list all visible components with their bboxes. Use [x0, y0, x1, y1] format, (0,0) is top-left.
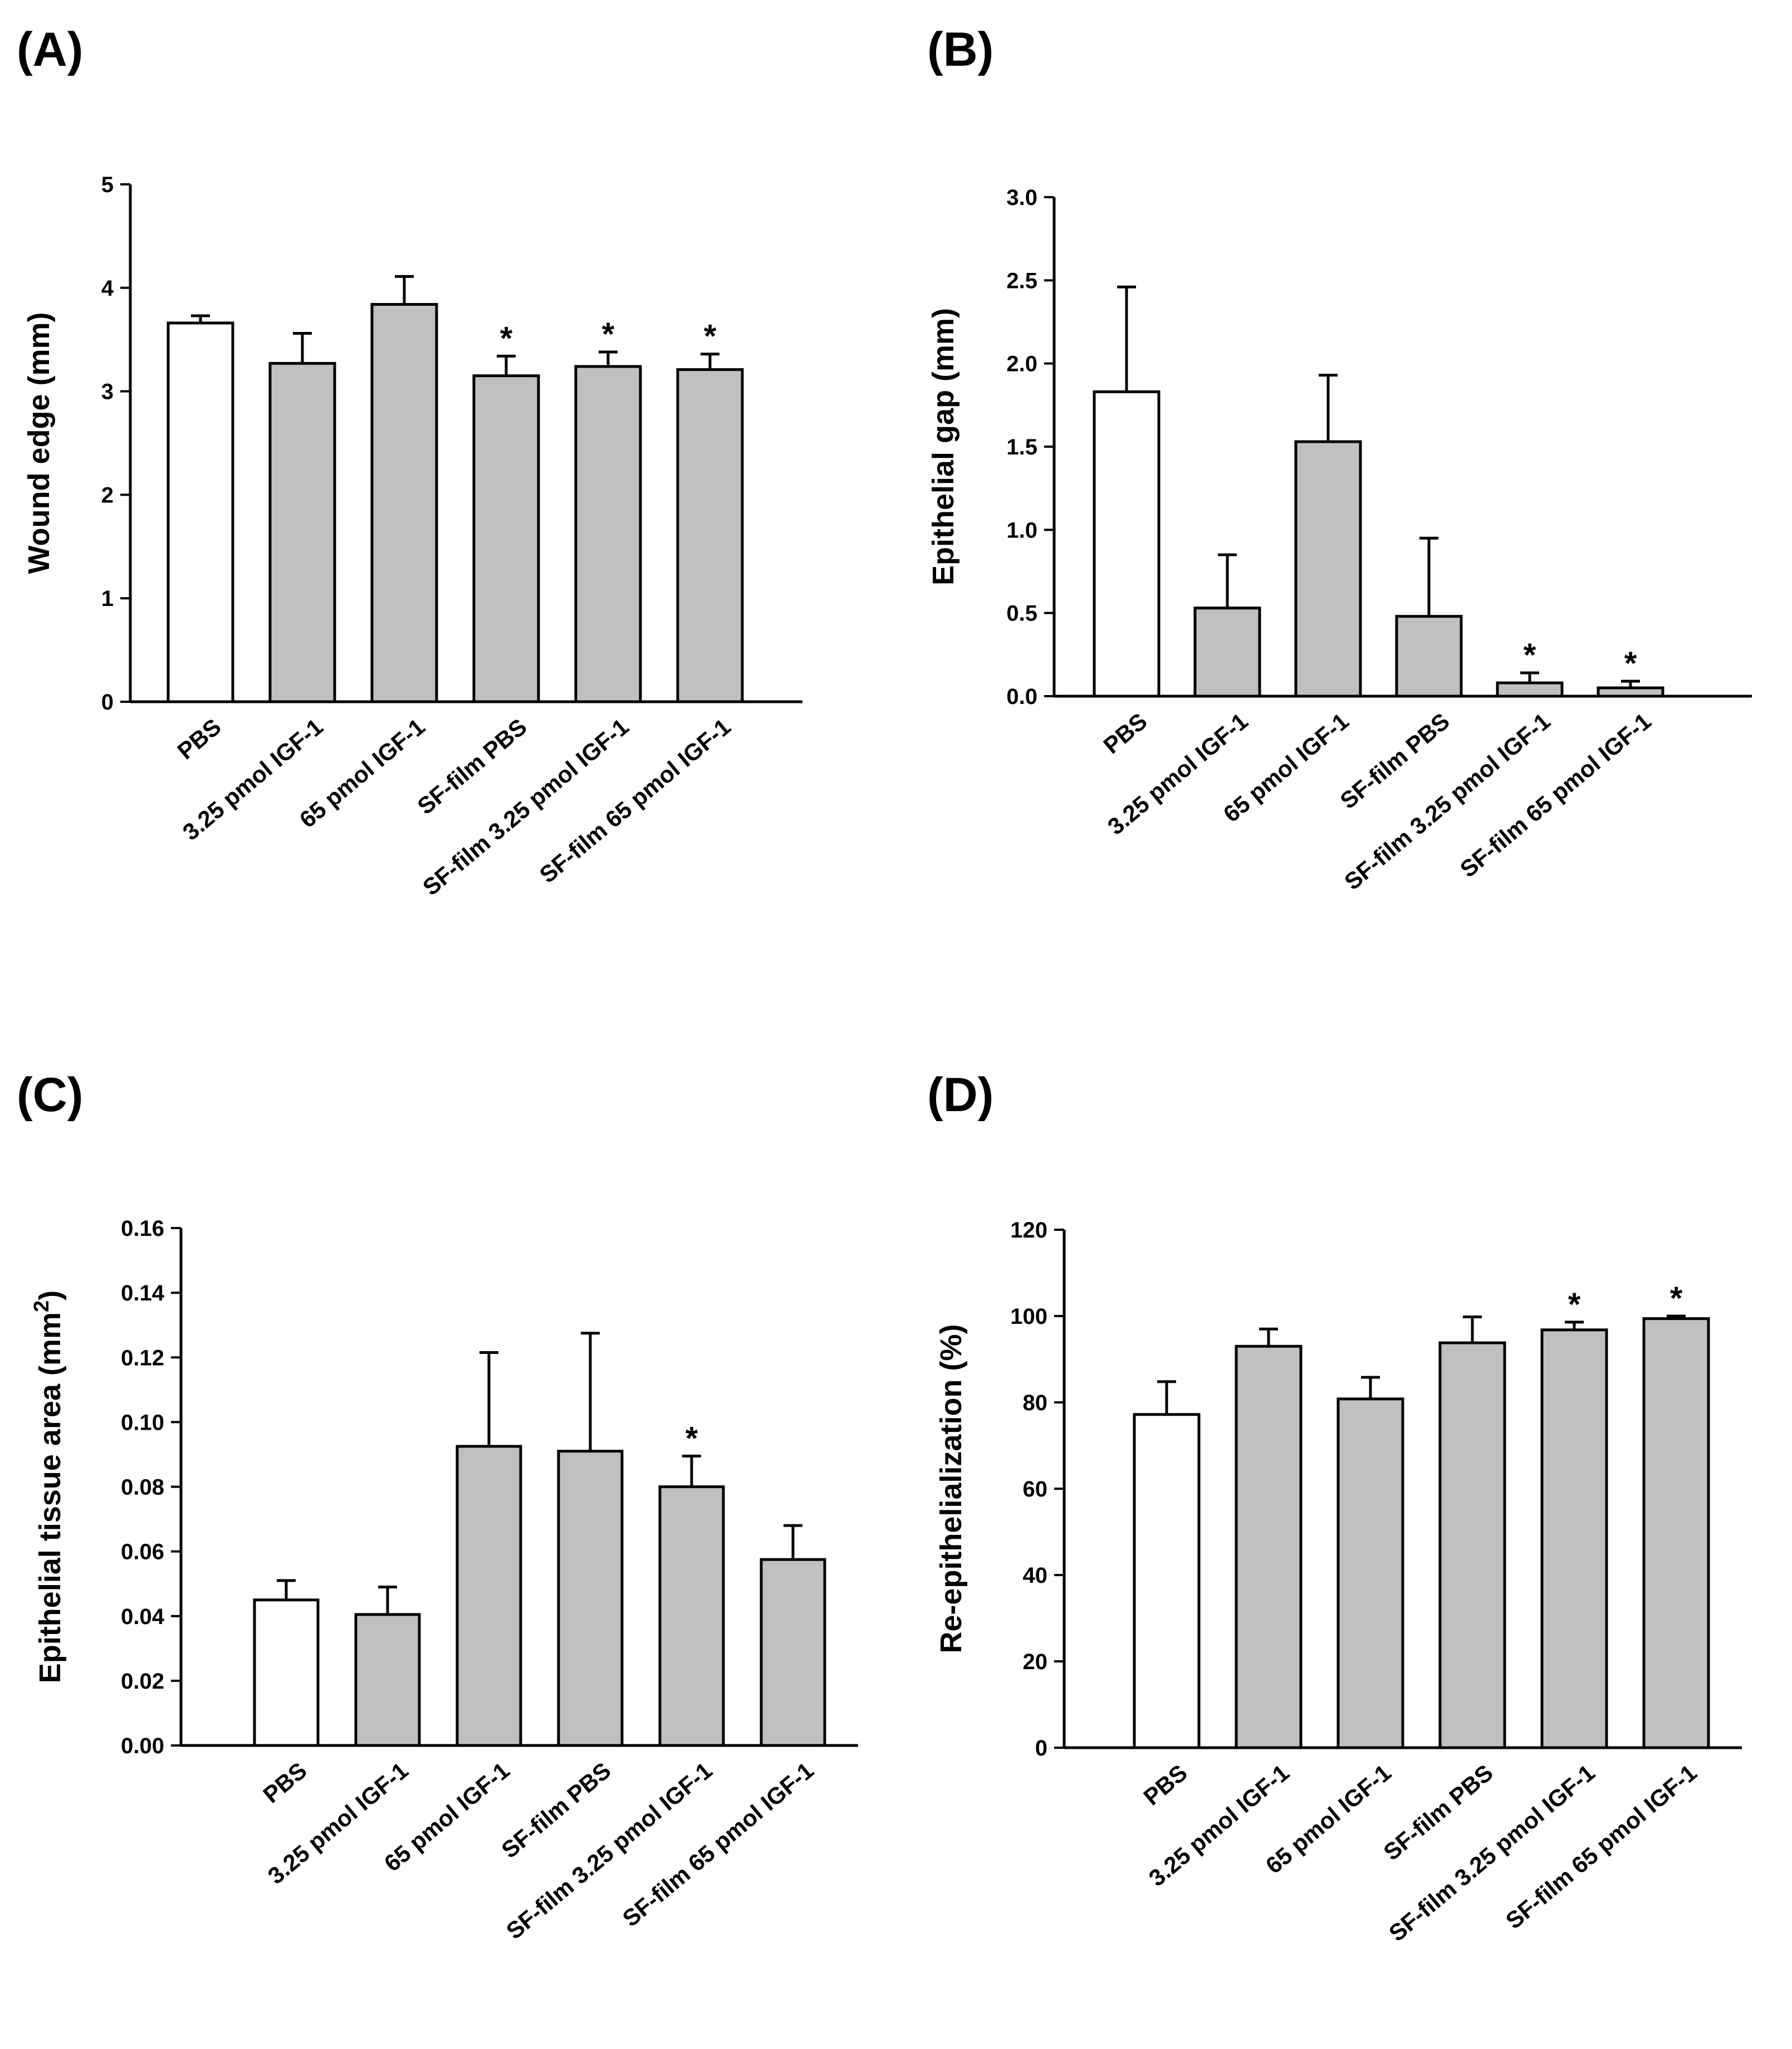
y-tick-label: 0.14 — [121, 1281, 165, 1305]
y-tick-label: 4 — [101, 276, 114, 301]
panel-label: (C) — [17, 1068, 83, 1122]
y-tick-label: 60 — [1023, 1477, 1048, 1502]
y-tick-label: 3 — [101, 380, 114, 404]
x-tick-label: SF-film 65 pmol IGF-1 — [1455, 708, 1656, 883]
bar-2 — [354, 1613, 421, 1747]
bar-2 — [1193, 607, 1261, 698]
x-tick-label: PBS — [1138, 1759, 1192, 1811]
x-tick-label: SF-film 65 pmol IGF-1 — [1501, 1759, 1702, 1934]
y-tick-label: 80 — [1023, 1391, 1048, 1415]
y-tick-label: 0.08 — [121, 1475, 164, 1500]
bar-4 — [472, 374, 540, 703]
y-tick-label: 2.5 — [1006, 268, 1037, 293]
x-tick-label: SF-film 3.25 pmol IGF-1 — [1384, 1759, 1600, 1947]
bar-3 — [1294, 440, 1362, 698]
y-tick-label: 1.0 — [1006, 518, 1037, 542]
significance-mark: * — [686, 1420, 698, 1456]
bar-6 — [760, 1558, 826, 1747]
bar-5 — [1496, 681, 1564, 698]
bar-3 — [370, 303, 438, 703]
significance-mark: * — [1624, 645, 1637, 682]
significance-mark: * — [1524, 637, 1536, 673]
x-tick-label: PBS — [172, 713, 226, 765]
bar-1 — [253, 1598, 320, 1747]
x-tick-label: PBS — [1098, 708, 1152, 759]
bar-5 — [574, 365, 642, 703]
significance-mark: * — [1670, 1280, 1683, 1317]
y-tick-label: 0 — [101, 690, 114, 715]
y-axis-title: Epithelial tissue area (mm2) — [30, 1290, 67, 1683]
bar-3 — [456, 1445, 522, 1747]
bar-1 — [1133, 1413, 1201, 1749]
y-tick-label: 2.0 — [1006, 352, 1037, 376]
y-tick-label: 1 — [101, 586, 114, 611]
y-axis-title: Epithelial gap (mm) — [927, 308, 960, 585]
significance-mark: * — [602, 316, 615, 353]
x-tick-label: SF-film 65 pmol IGF-1 — [535, 713, 736, 888]
x-tick-label: SF-film 3.25 pmol IGF-1 — [418, 713, 634, 901]
y-axis-title: Re-epithelialization (%) — [934, 1324, 968, 1653]
y-tick-label: 0.00 — [121, 1734, 164, 1758]
y-tick-label: 0 — [1035, 1736, 1047, 1761]
bar-1 — [1093, 390, 1161, 698]
y-tick-label: 0.04 — [121, 1605, 165, 1629]
significance-mark: * — [1568, 1287, 1581, 1323]
y-tick-label: 1.5 — [1006, 435, 1037, 459]
panel-label: (A) — [17, 23, 83, 76]
y-tick-label: 0.12 — [121, 1346, 164, 1370]
y-tick-label: 0.16 — [121, 1216, 164, 1241]
y-tick-label: 20 — [1023, 1650, 1048, 1674]
y-tick-label: 3.0 — [1006, 185, 1037, 210]
y-tick-label: 0.06 — [121, 1540, 164, 1564]
y-tick-label: 0.10 — [121, 1410, 164, 1435]
y-tick-label: 0.02 — [121, 1669, 164, 1694]
bar-4 — [1438, 1341, 1506, 1749]
x-tick-label: SF-film 3.25 pmol IGF-1 — [501, 1757, 717, 1944]
y-tick-label: 5 — [101, 173, 114, 197]
chart-panel-c: (C) Epithelial tissue area (mm2) 0.00 0.02 0… — [17, 1068, 858, 1944]
x-tick-label: PBS — [258, 1757, 311, 1808]
x-tick-label: SF-film 3.25 pmol IGF-1 — [1339, 708, 1555, 895]
bar-1 — [167, 321, 234, 703]
bar-5 — [1540, 1328, 1608, 1749]
bar-3 — [1336, 1397, 1404, 1749]
panel-label: (B) — [927, 23, 993, 76]
y-tick-label: 2 — [101, 483, 114, 507]
bar-2 — [1235, 1344, 1303, 1749]
y-tick-label: 120 — [1010, 1218, 1047, 1243]
significance-mark: * — [704, 319, 717, 355]
panel-label: (D) — [927, 1068, 993, 1122]
bar-4 — [1395, 615, 1463, 698]
bar-2 — [268, 361, 336, 703]
y-axis-title: Wound edge (mm) — [22, 312, 56, 574]
chart-panel-b: (B) Epithelial gap (mm) 0.0 0.5 1.0 1.5 2.0 2.5… — [927, 23, 1752, 895]
y-tick-label: 0.5 — [1006, 602, 1037, 626]
bar-6 — [676, 368, 744, 703]
bar-5 — [658, 1485, 725, 1747]
y-tick-label: 40 — [1023, 1563, 1048, 1588]
y-tick-label: 100 — [1010, 1304, 1047, 1329]
significance-mark: * — [500, 320, 513, 356]
chart-panel-d: (D) Re-epithelialization (%) 0 20 40 60 80 100 1… — [927, 1068, 1742, 1947]
y-tick-label: 0.0 — [1006, 684, 1037, 709]
bar-4 — [557, 1450, 624, 1747]
bar-6 — [1642, 1317, 1710, 1749]
x-tick-label: SF-film 65 pmol IGF-1 — [618, 1757, 819, 1932]
